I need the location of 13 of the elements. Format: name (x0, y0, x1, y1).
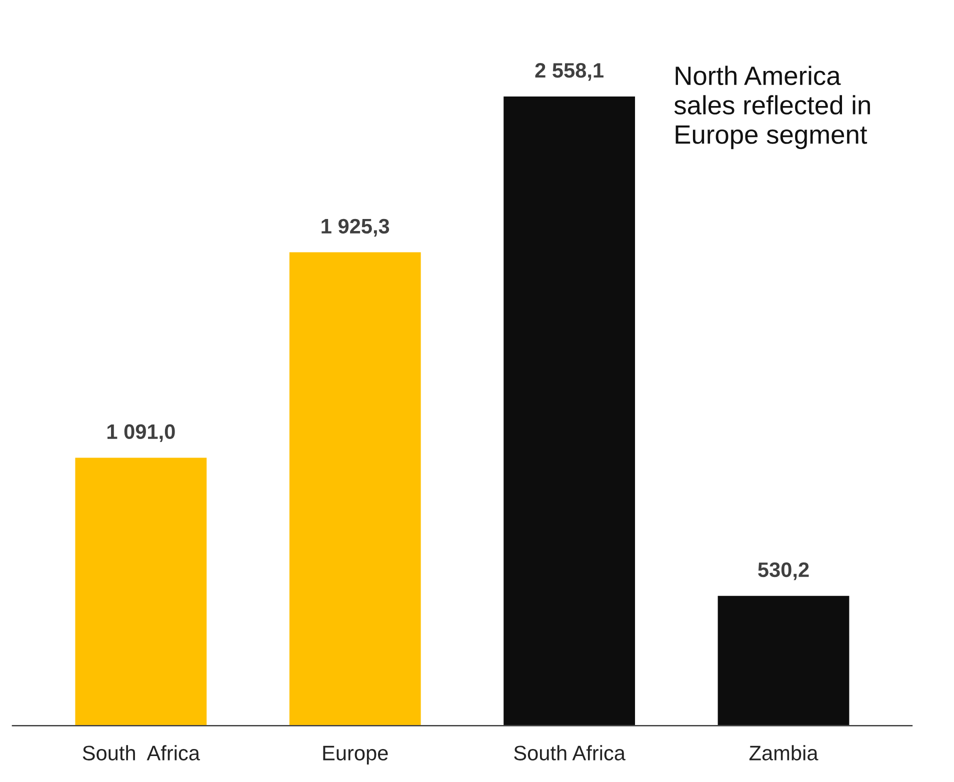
data-label: 1 925,3 (322, 218, 390, 237)
data-label: 530,2 (758, 562, 809, 580)
data-label: 1 091,0 (107, 424, 175, 442)
data-label: 2 558,1 (535, 62, 604, 81)
bar (716, 594, 851, 726)
bar (502, 95, 636, 726)
x-tick-label: South Africa (82, 745, 200, 760)
bar (288, 250, 422, 726)
x-tick-label: Zambia (749, 745, 818, 760)
x-tick-label: South Africa (514, 745, 626, 760)
annotation: North America sales reflected in Europe segment (674, 66, 870, 150)
x-tick-label: Europe (323, 746, 388, 765)
bar (74, 456, 208, 726)
